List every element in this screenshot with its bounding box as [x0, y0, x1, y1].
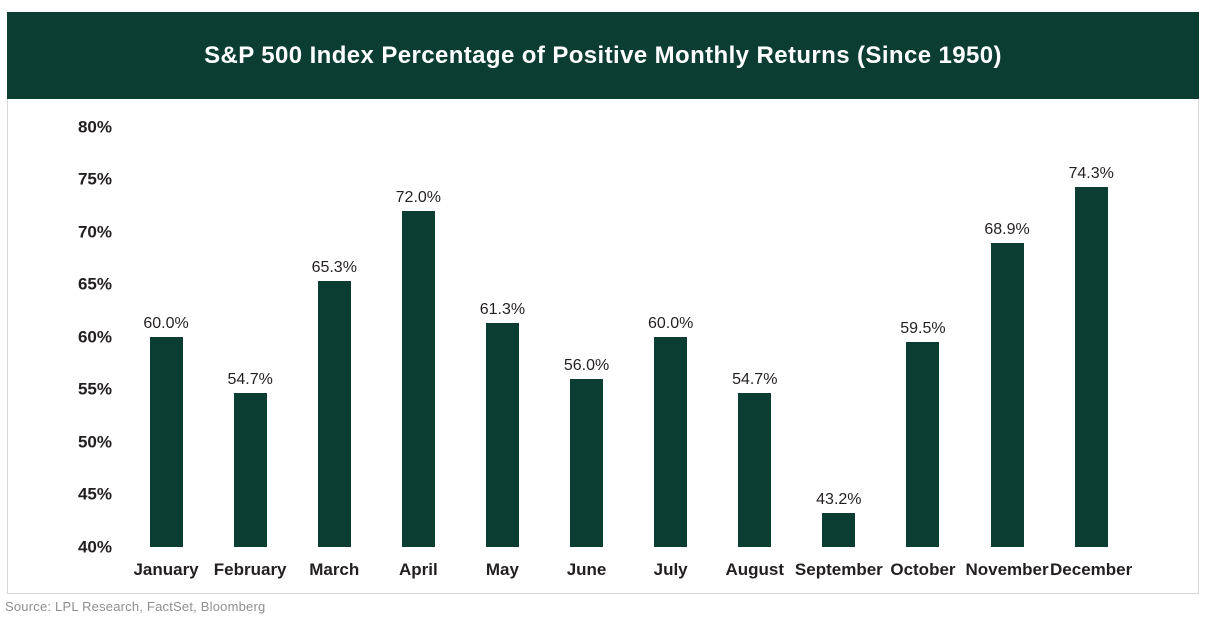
y-axis-tick-label: 80%: [77, 117, 112, 137]
bar-value-label: 65.3%: [311, 259, 357, 277]
y-axis-tick-label: 45%: [77, 484, 112, 504]
bar: [485, 323, 519, 547]
bar-value-label: 61.3%: [479, 301, 526, 319]
bar-value-label: 60.0%: [143, 314, 189, 332]
bar-value-label: 72.0%: [395, 188, 442, 206]
chart-card: S&P 500 Index Percentage of Positive Mon…: [7, 12, 1199, 594]
bar-value-label: 68.9%: [984, 221, 1030, 239]
bar-value-label: 54.7%: [732, 370, 778, 388]
bar: [149, 336, 183, 547]
x-axis-category-label: August: [725, 560, 785, 579]
x-axis-category-label: September: [794, 560, 883, 579]
y-axis-tick-label: 75%: [77, 169, 112, 189]
y-axis-tick-label: 40%: [77, 537, 112, 557]
bar: [317, 281, 351, 547]
bar: [990, 243, 1024, 547]
bar: [822, 513, 856, 547]
bar-value-label: 54.7%: [227, 370, 273, 388]
bar: [1074, 186, 1108, 547]
bar: [738, 392, 772, 547]
x-axis-category-label: July: [653, 560, 688, 579]
bar: [654, 336, 688, 547]
x-axis-category-label: June: [566, 560, 607, 579]
chart-title: S&P 500 Index Percentage of Positive Mon…: [204, 41, 1002, 69]
y-axis-tick-label: 50%: [77, 432, 112, 452]
bar: [906, 342, 940, 547]
bar-value-label: 59.5%: [900, 320, 946, 338]
x-axis-category-label: October: [890, 560, 956, 579]
source-note: Source: LPL Research, FactSet, Bloomberg: [5, 599, 266, 614]
bar: [570, 378, 604, 547]
x-axis-category-label: May: [485, 560, 519, 579]
bar-value-label: 60.0%: [647, 314, 694, 332]
y-axis-tick-label: 65%: [77, 274, 112, 294]
chart-title-banner: S&P 500 Index Percentage of Positive Mon…: [7, 12, 1199, 99]
plot-area: 80% 75% 70% 65% 60% 55% 50% 45% 40% 60.0% January 5…: [8, 13, 1198, 593]
x-axis-category-label: December: [1050, 560, 1133, 579]
x-axis-category-label: February: [213, 560, 287, 579]
x-axis-category-label: April: [398, 560, 438, 579]
y-axis-tick-label: 60%: [77, 327, 112, 347]
bar: [233, 392, 267, 547]
bar-value-label: 56.0%: [563, 356, 610, 374]
y-axis-tick-label: 70%: [77, 222, 112, 242]
x-axis-category-label: November: [965, 560, 1049, 579]
bar: [401, 210, 435, 547]
x-axis-category-label: March: [309, 560, 360, 579]
y-axis-tick-label: 55%: [77, 379, 112, 399]
bar-value-label: 74.3%: [1068, 164, 1114, 182]
bar-value-label: 43.2%: [816, 491, 862, 509]
x-axis-category-label: January: [133, 560, 199, 579]
